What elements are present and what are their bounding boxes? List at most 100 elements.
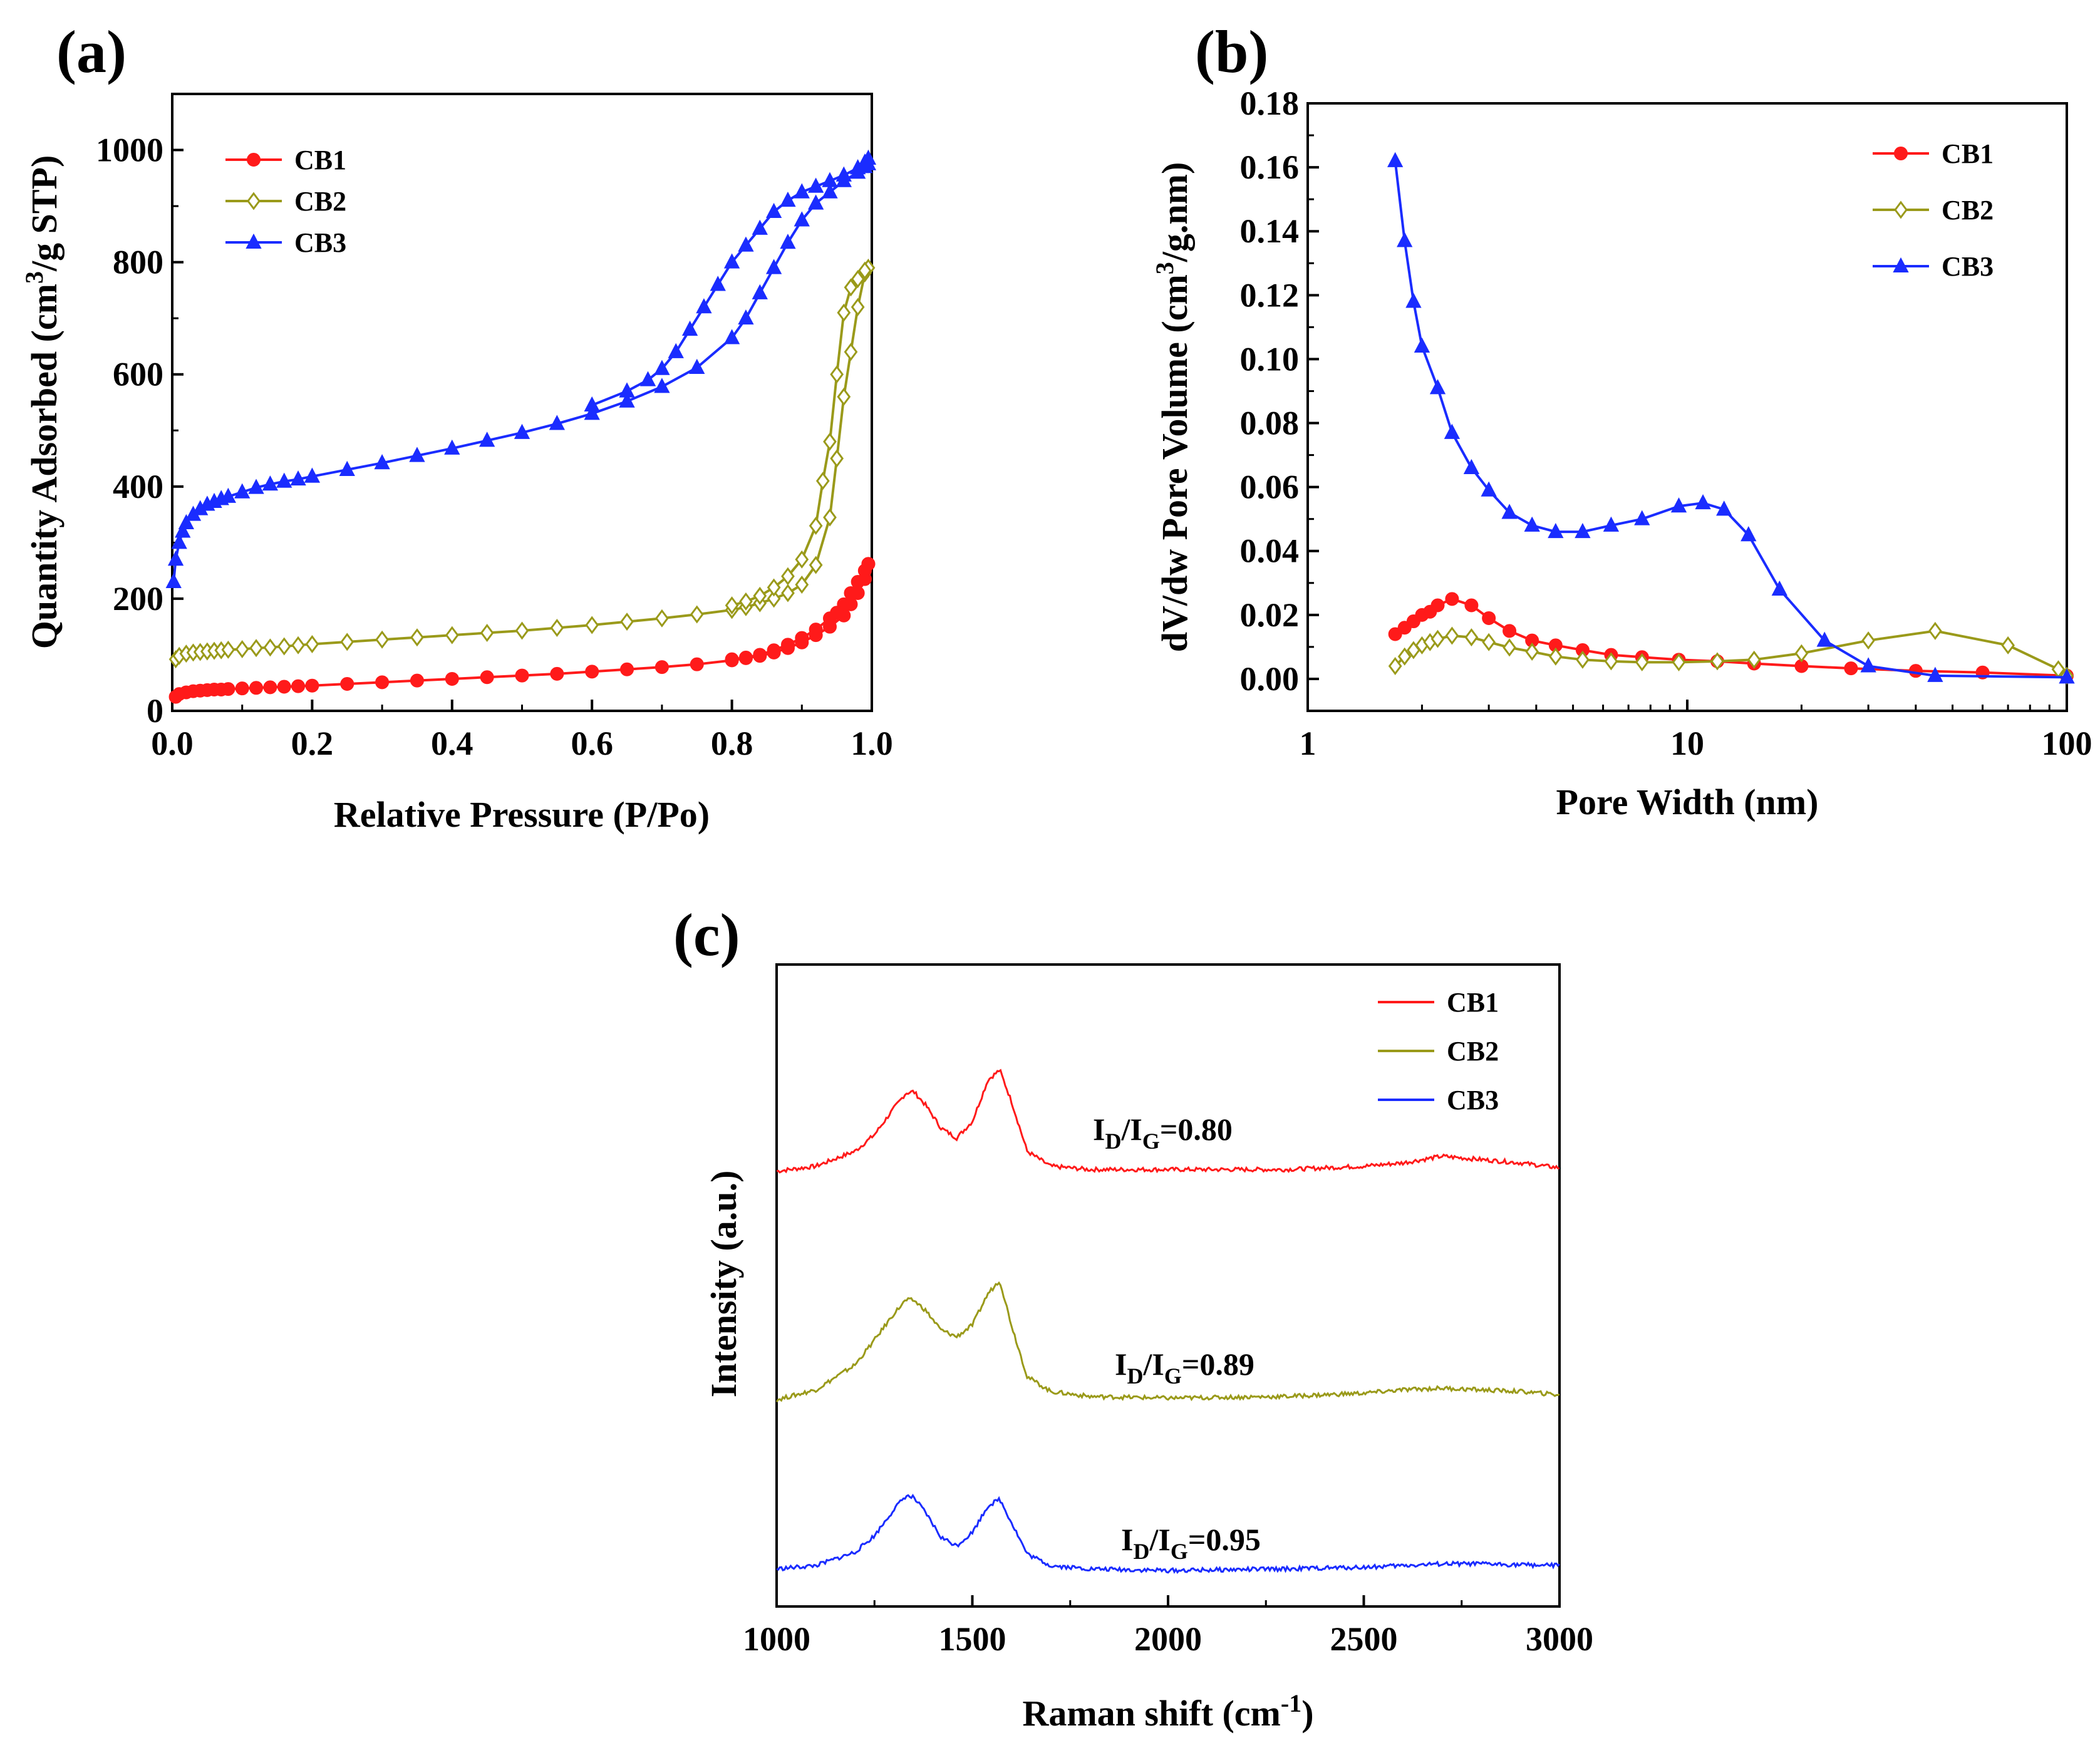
panel-a-y-tick-label: 600: [113, 356, 163, 393]
panel-a-point-cb1: [550, 666, 564, 681]
panel-b-x-tick-label: 100: [2042, 725, 2092, 762]
panel-a-point-cb3: [584, 405, 600, 420]
panel-a-point-cb3: [738, 309, 754, 325]
panel-b-point-cb3: [1548, 522, 1564, 539]
panel-a-legend: CB1 CB2 CB3: [225, 145, 346, 258]
panel-a-point-cb3: [220, 487, 237, 503]
panel-b-point-cb3: [1634, 510, 1650, 525]
panel-a-series: [165, 149, 877, 704]
panel-a-point-cb1: [277, 680, 291, 694]
panel-a-point-cb1: [445, 671, 459, 686]
panel-a-legend-label-cb3: CB3: [294, 227, 346, 258]
panel-a-y-tick-label: 0: [147, 692, 163, 730]
panel-b-point-cb2: [1576, 650, 1590, 669]
panel-a-point-cb1: [690, 657, 704, 671]
panel-a-point-cb3: [765, 259, 782, 274]
panel-b-point-cb3: [1716, 500, 1732, 516]
panel-c-axis-ticks: 1000 1500 2000 2500 3000: [743, 1595, 1593, 1658]
panel-a-point-cb1-desorption: [822, 611, 837, 626]
panel-a-point-cb2-desorption: [823, 432, 837, 451]
panel-c-label: (c): [673, 901, 740, 968]
panel-b-y-tick-label: 0.12: [1240, 276, 1300, 314]
panel-a-x-tick-label: 0.0: [151, 725, 194, 762]
panel-b-point-cb3: [1695, 494, 1711, 510]
panel-a-point-cb2-desorption: [837, 303, 851, 322]
panel-b-point-cb3: [1816, 631, 1833, 647]
panel-a-point-cb2: [249, 639, 263, 658]
panel-a-point-cb3-desorption: [723, 253, 740, 269]
panel-a-point-cb3: [276, 472, 292, 488]
panel-b-point-cb2: [1672, 653, 1686, 671]
panel-b-point-cb2: [1928, 621, 1942, 640]
panel-a-point-cb3: [165, 572, 182, 589]
panel-a-x-tick-label: 0.2: [291, 725, 334, 762]
panel-a-point-cb3: [752, 284, 768, 299]
panel-a-point-cb3: [339, 460, 355, 476]
panel-a-point-cb1: [263, 680, 277, 695]
panel-a-x-tick-label: 0.6: [571, 725, 613, 762]
panel-a-point-cb3: [807, 194, 824, 210]
panel-b-legend-label-cb1: CB1: [1942, 138, 1994, 169]
panel-a-point-cb2: [690, 605, 704, 624]
panel-a-point-cb3: [689, 358, 705, 374]
panel-b-xlabel: Pore Width (nm): [1556, 782, 1819, 822]
panel-a-point-cb2: [340, 633, 354, 651]
panel-a-point-cb1: [515, 668, 529, 683]
panel-b-x-tick-label: 10: [1670, 725, 1704, 762]
panel-b-point-cb2: [1525, 643, 1539, 661]
panel-b-legend-marker-cb1: [1894, 147, 1908, 160]
panel-a-x-tick-label: 0.8: [711, 725, 753, 762]
panel-a-point-cb2: [851, 297, 865, 316]
panel-a-point-cb1: [249, 681, 264, 695]
panel-a-point-cb2: [550, 618, 564, 637]
panel-a-point-cb3: [478, 432, 495, 447]
panel-b-y-tick-label: 0.04: [1240, 532, 1300, 570]
panel-b-y-tick-label: 0.10: [1240, 340, 1300, 378]
panel-b-axis-ticks: 1 10 100 0.00 0.02 0.04 0.06 0.08 0.10 0.12 0.14 0.…: [1240, 85, 2092, 762]
panel-a-point-cb1-desorption: [851, 575, 865, 589]
panel-a-point-cb1: [585, 665, 599, 679]
panel-a-x-tick-label: 0.4: [431, 725, 473, 762]
panel-a-point-cb2-desorption: [809, 517, 823, 535]
panel-a-point-cb1: [340, 677, 354, 691]
panel-b-ylabel: dV/dw Pore Volume (cm3/g.nm): [1151, 162, 1195, 653]
panel-a-point-cb2: [809, 556, 823, 574]
panel-b-x-tick-label: 1: [1300, 725, 1316, 762]
panel-a-point-cb3: [654, 378, 670, 393]
panel-b-point-cb3: [1927, 666, 1943, 682]
panel-a-point-cb1-desorption: [753, 648, 767, 662]
panel-a-point-cb3: [171, 534, 187, 549]
panel-a-point-cb2: [480, 624, 494, 643]
panel-a-point-cb3-desorption: [857, 153, 873, 169]
panel-a-point-cb2-desorption: [830, 365, 844, 384]
panel-b-y-tick-label: 0.16: [1240, 148, 1300, 186]
panel-b-point-cb3: [1481, 481, 1497, 497]
panel-c-xlabel: Raman shift (cm-1): [1022, 1689, 1313, 1734]
panel-c-annotation-cb1: ID/IG=0.80: [1093, 1112, 1233, 1154]
panel-a-point-cb3: [822, 183, 838, 199]
panel-b-y-tick-label: 0.14: [1240, 212, 1300, 250]
panel-b-point-cb2: [1710, 652, 1724, 671]
panel-a-point-cb3: [780, 234, 796, 249]
panel-c-line-cb2: [775, 1281, 1560, 1403]
panel-c-ylabel: Intensity (a.u.): [703, 1171, 744, 1398]
panel-c-x-tick-label: 1500: [939, 1620, 1006, 1658]
panel-b-point-cb3: [1387, 152, 1404, 167]
panel-b-y-tick-label: 0.02: [1240, 596, 1300, 634]
panel-a-point-cb2: [291, 636, 305, 654]
panel-a-label: (a): [56, 18, 127, 85]
panel-a-point-cb3-desorption: [752, 219, 768, 235]
panel-c-x-tick-label: 2500: [1330, 1620, 1398, 1658]
panel-a-point-cb2: [767, 589, 781, 608]
panel-b-point-cb2: [1445, 626, 1459, 645]
panel-a-point-cb3-desorption: [619, 382, 635, 398]
panel-a-point-cb2-desorption: [795, 550, 809, 569]
panel-b-point-cb2: [1430, 629, 1445, 648]
panel-a-point-cb3: [619, 392, 635, 408]
panel-a-point-cb2: [235, 640, 249, 658]
panel-b-point-cb3: [1397, 232, 1413, 247]
panel-b-legend-label-cb3: CB3: [1942, 251, 1994, 282]
panel-b-point-cb2: [1388, 657, 1402, 676]
panel-b-series: [1387, 152, 2075, 685]
